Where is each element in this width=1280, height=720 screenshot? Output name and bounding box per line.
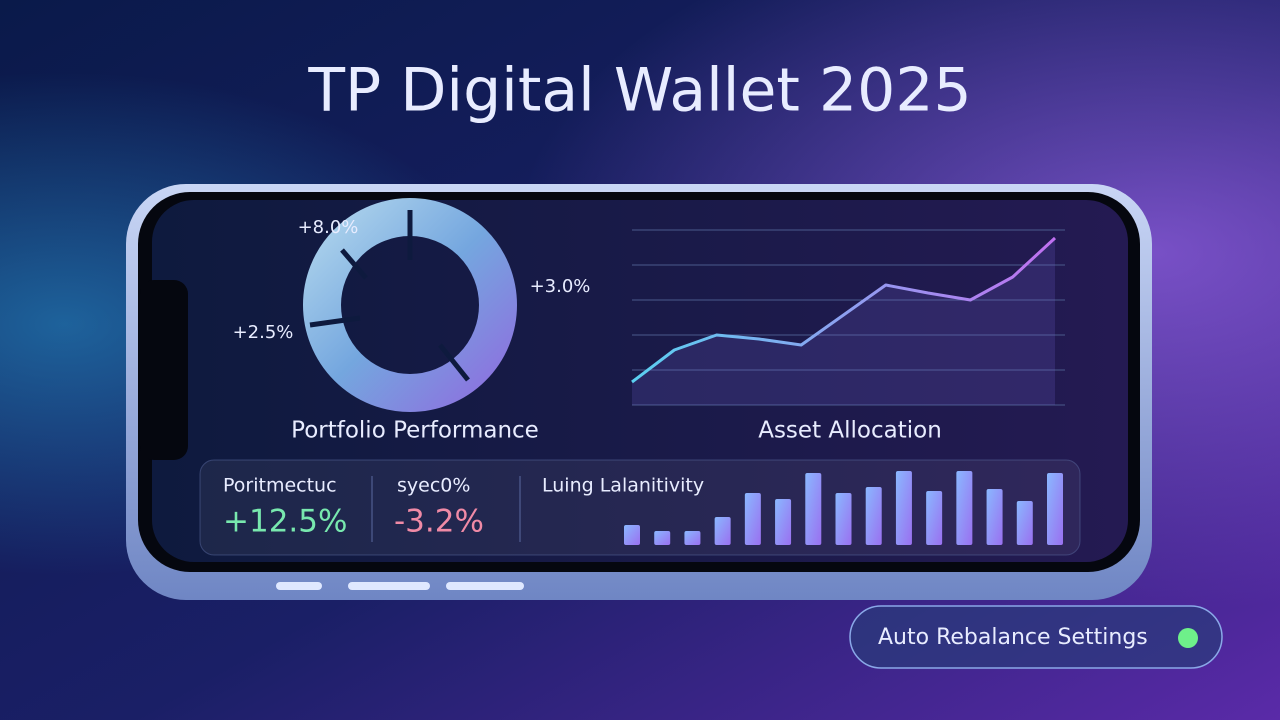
- bar: [956, 471, 973, 545]
- stat-value: -3.2%: [394, 504, 484, 540]
- line-grid: [632, 229, 1065, 406]
- bar: [805, 473, 822, 545]
- bar: [624, 525, 640, 545]
- donut-label: +2.5%: [233, 322, 294, 343]
- bar: [744, 493, 761, 545]
- button-label[interactable]: Auto Rebalance Settings: [878, 625, 1148, 650]
- donut-label: +8.0%: [298, 217, 359, 238]
- side-button: [276, 582, 322, 590]
- bar: [865, 487, 882, 545]
- bar: [986, 489, 1003, 545]
- line: [631, 236, 1057, 384]
- caption: Asset Allocation: [758, 418, 942, 444]
- bar: [775, 499, 792, 545]
- phone-screen: [152, 200, 1128, 562]
- side-button: [446, 582, 524, 590]
- stat-value: +12.5%: [223, 504, 347, 540]
- bar: [1047, 473, 1063, 545]
- line-area: [632, 238, 1055, 405]
- stat-label: Poritmectuc: [223, 475, 337, 497]
- button[interactable]: [849, 605, 1223, 669]
- caption: Portfolio Performance: [291, 418, 539, 444]
- bar: [654, 531, 671, 545]
- bar: [835, 493, 852, 545]
- bar: [684, 531, 701, 545]
- side-button: [348, 582, 430, 590]
- bar: [895, 471, 912, 545]
- notch: [140, 280, 188, 460]
- donut-label: +3.0%: [530, 276, 591, 297]
- bar-title: Luing Lalanitivity: [542, 475, 704, 497]
- bar: [714, 517, 731, 545]
- status-dot: [1178, 628, 1198, 648]
- stat-label: syec0%: [397, 475, 470, 497]
- bar: [926, 491, 943, 545]
- donut-gaps: [309, 210, 470, 382]
- stats-panel: [199, 459, 1081, 556]
- title: TP Digital Wallet 2025: [307, 56, 971, 126]
- bar: [1016, 501, 1033, 545]
